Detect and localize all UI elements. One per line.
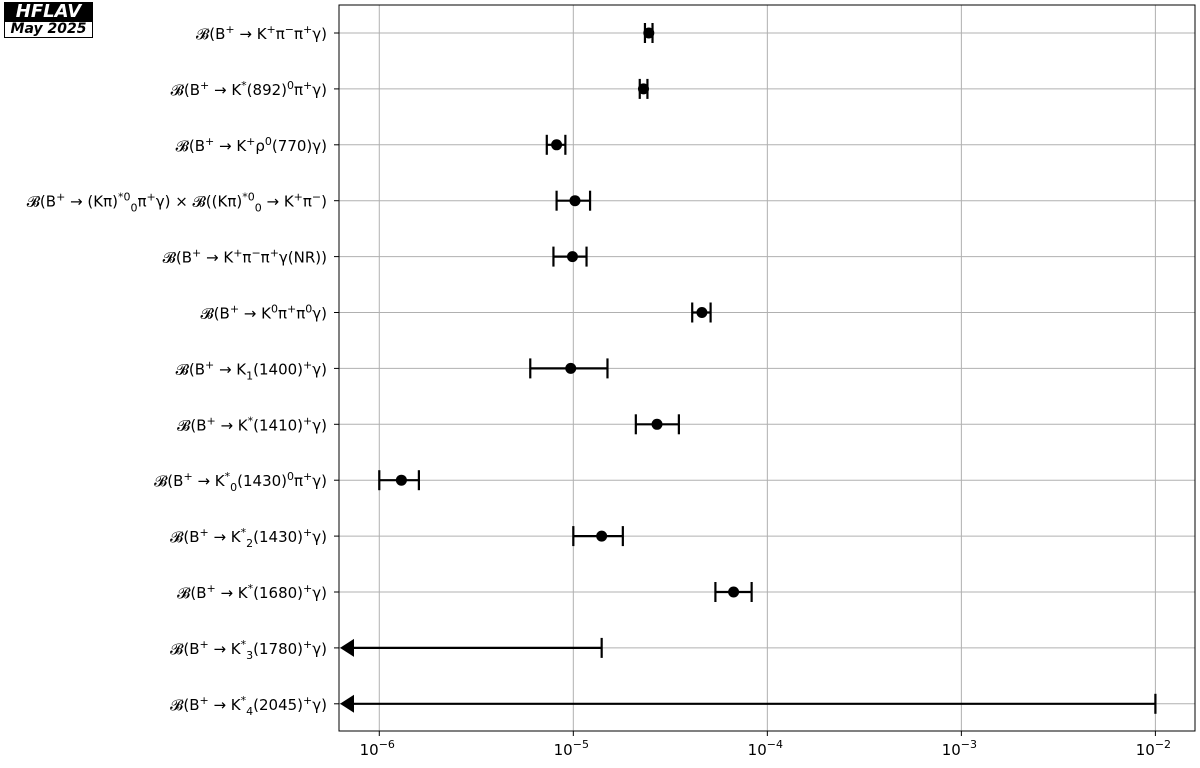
data-point xyxy=(596,530,608,542)
ticks-layer: 10−6 10−5 10−4 10−3 10−2 xyxy=(334,32,1171,759)
y-tick-label: 𝓑(B+ → K*3(1780)+γ) xyxy=(170,638,327,662)
data-point xyxy=(395,474,407,486)
data-point xyxy=(551,139,563,151)
y-tick-label: 𝓑(B+ → K+π−π+γ) xyxy=(196,23,327,43)
plot-frame xyxy=(338,4,1196,732)
y-tick-label: 𝓑(B+ → (Kπ)*00π+γ) × 𝓑((Kπ)*00 → K+π−) xyxy=(27,191,327,215)
data-point xyxy=(565,362,577,374)
x-tick-label: 10−3 xyxy=(942,738,977,759)
upper-limit-arrow xyxy=(340,694,354,713)
hflav-date: May 2025 xyxy=(4,21,93,38)
y-tick-label: 𝓑(B+ → K+π−π+γ(NR)) xyxy=(163,247,327,267)
y-tick-label: 𝓑(B+ → K1(1400)+γ) xyxy=(176,358,327,382)
labels-layer: 𝓑(B+ → K+π−π+γ) 𝓑(B+ → K*(892)0π+γ) 𝓑(B+ →… xyxy=(27,23,327,718)
data-point xyxy=(728,586,740,598)
x-tick-label: 10−6 xyxy=(360,738,395,759)
marks-layer xyxy=(340,23,1157,714)
hflav-logo-text: HFLAV xyxy=(4,2,93,21)
x-tick-label: 10−5 xyxy=(554,738,589,759)
y-tick-label: 𝓑(B+ → K0π+π0γ) xyxy=(200,303,327,323)
y-tick-label: 𝓑(B+ → K*2(1430)+γ) xyxy=(170,526,327,550)
data-point xyxy=(696,307,708,318)
y-tick-label: 𝓑(B+ → K*(892)0π+γ) xyxy=(171,79,327,99)
data-point xyxy=(651,418,663,430)
y-tick-label: 𝓑(B+ → K+ρ0(770)γ) xyxy=(176,135,327,155)
data-point xyxy=(569,195,581,207)
y-tick-label: 𝓑(B+ → K*4(2045)+γ) xyxy=(170,694,327,718)
hflav-badge: HFLAV May 2025 xyxy=(4,2,93,38)
y-tick-label: 𝓑(B+ → K*(1410)+γ) xyxy=(177,414,327,434)
x-tick-label: 10−4 xyxy=(748,738,783,759)
data-point xyxy=(566,251,578,263)
data-point xyxy=(637,83,649,95)
y-tick-label: 𝓑(B+ → K*0(1430)0π+γ) xyxy=(154,470,327,494)
grid-layer xyxy=(339,5,1195,731)
upper-limit-arrow xyxy=(340,638,354,657)
x-tick-label: 10−2 xyxy=(1136,738,1171,759)
data-point xyxy=(643,27,655,39)
y-tick-label: 𝓑(B+ → K*(1680)+γ) xyxy=(177,582,327,602)
